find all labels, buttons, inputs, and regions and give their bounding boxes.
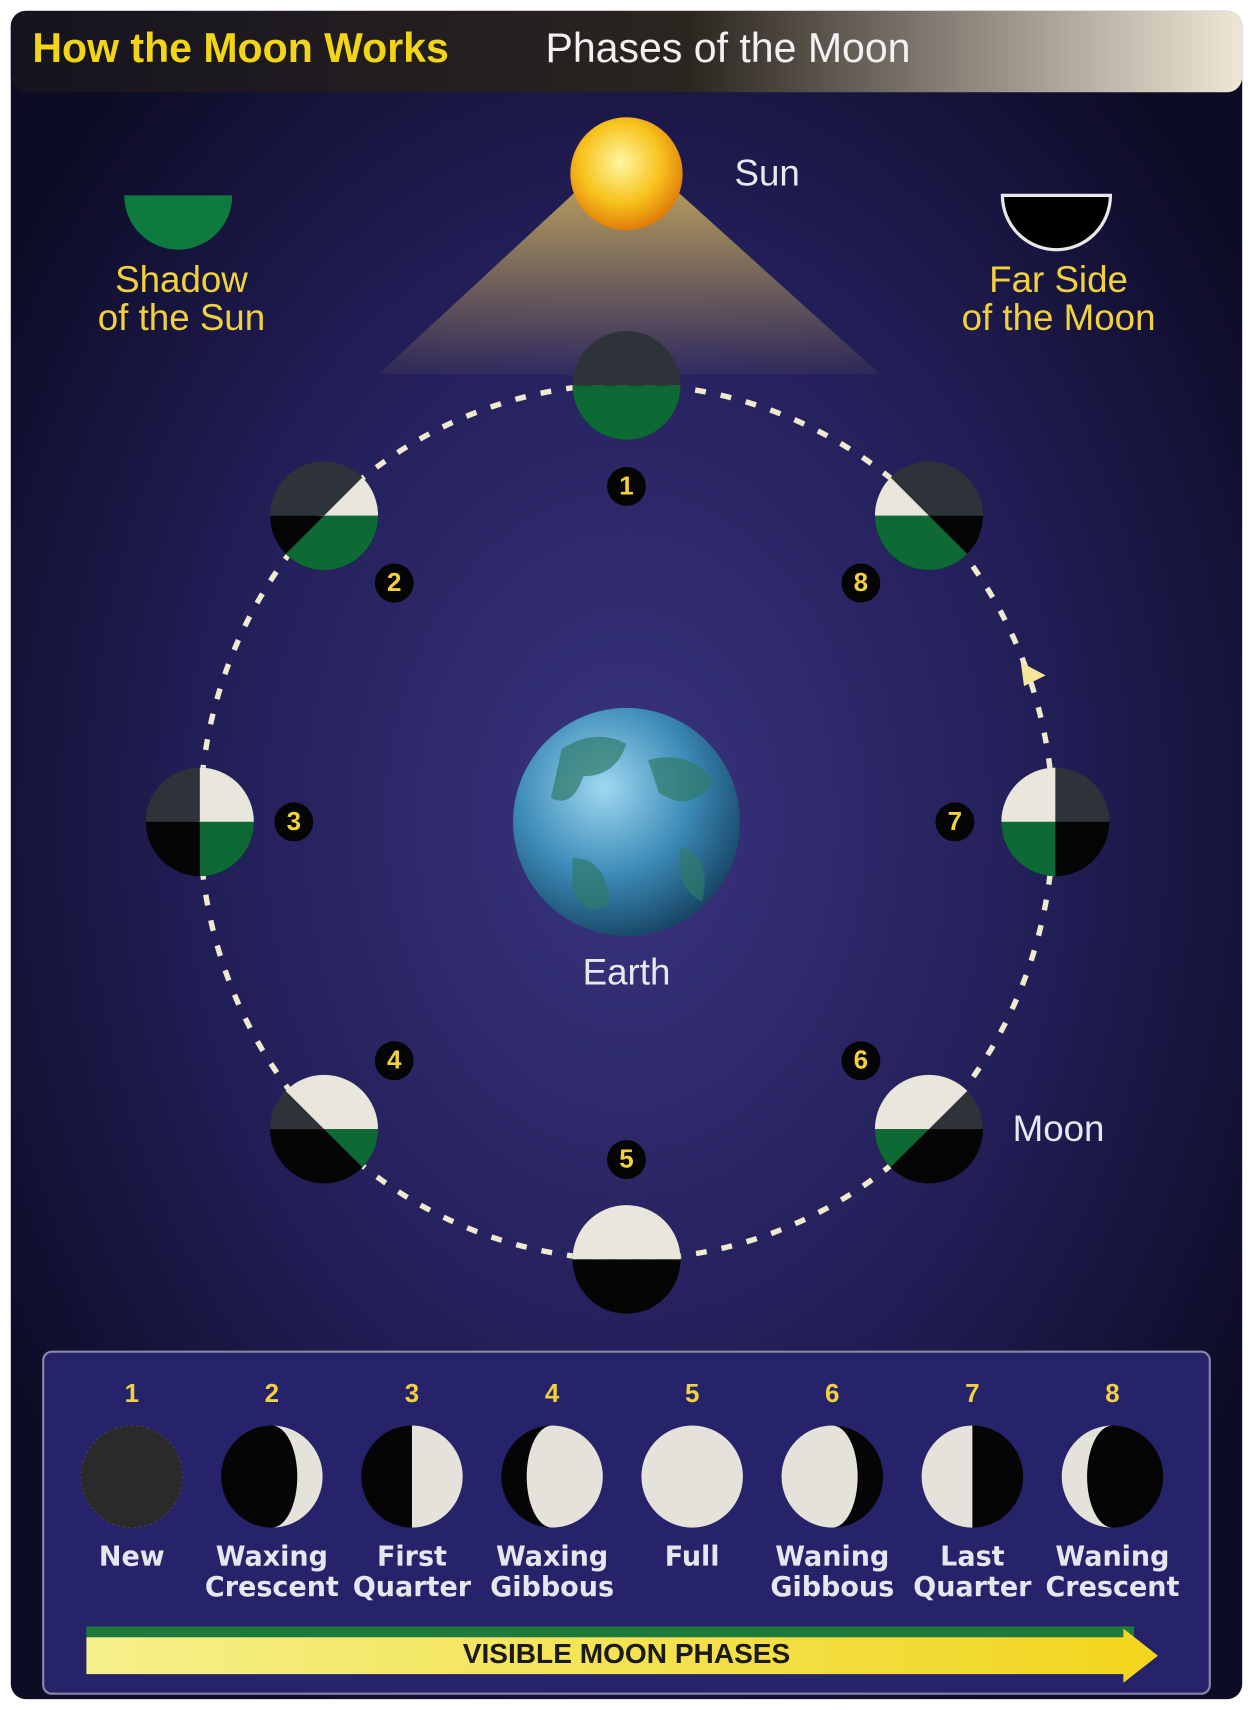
orbit-number: 7	[948, 806, 962, 836]
phase-number: 3	[405, 1378, 419, 1408]
phase-name: Waning	[1055, 1541, 1169, 1572]
title: How the Moon Works	[32, 25, 448, 71]
orbit-moon	[572, 331, 680, 440]
page: {"header": {"title": "How the Moon Works…	[0, 0, 1253, 1710]
banner-text: VISIBLE MOON PHASES	[463, 1638, 791, 1669]
phase-name: Waning	[775, 1541, 889, 1572]
phase-number: 4	[545, 1378, 560, 1408]
phase-name: Waxing	[216, 1541, 328, 1572]
earth	[513, 708, 740, 936]
phase-name: Waxing	[496, 1541, 608, 1572]
phase-name: Crescent	[1046, 1572, 1180, 1603]
phase-name: Full	[665, 1541, 720, 1572]
moon-label: Moon	[1013, 1108, 1105, 1149]
phase-number: 5	[685, 1378, 699, 1408]
orbit-number: 4	[387, 1045, 402, 1075]
phase-number: 6	[825, 1378, 839, 1408]
banner-band	[86, 1626, 1134, 1637]
orbit-number: 5	[619, 1143, 633, 1173]
orbit-moon	[270, 1075, 378, 1184]
orbit-moon	[875, 461, 983, 570]
far-side-label: Far Side	[989, 259, 1128, 300]
orbit-moon	[572, 1205, 680, 1314]
phase-number: 1	[125, 1378, 139, 1408]
shadow-label: of the Sun	[98, 297, 265, 338]
orbit-number: 8	[854, 567, 868, 597]
phase-moon	[81, 1426, 183, 1528]
phase-name: Gibbous	[770, 1572, 894, 1603]
orbit-number: 6	[854, 1045, 868, 1075]
phase-name: New	[99, 1541, 165, 1572]
phase-number: 7	[965, 1378, 979, 1408]
sun	[570, 117, 682, 230]
phase-number: 2	[265, 1378, 279, 1408]
phase-moon	[641, 1426, 743, 1528]
phase-name: Quarter	[353, 1572, 472, 1603]
orbit-moon	[146, 768, 254, 877]
orbit-moon	[1001, 768, 1109, 877]
orbit-moon	[875, 1075, 983, 1184]
shadow-label: Shadow	[115, 259, 248, 300]
subtitle: Phases of the Moon	[545, 25, 910, 71]
orbit-moon	[270, 461, 378, 570]
phase-name: Last	[940, 1541, 1004, 1572]
sun-label: Sun	[735, 153, 800, 194]
orbit-number: 2	[387, 567, 401, 597]
diagram: How the Moon Works Phases of the Moon Su…	[0, 0, 1253, 1710]
phase-number: 8	[1105, 1378, 1119, 1408]
far-side-label: of the Moon	[962, 297, 1156, 338]
orbit-number: 1	[619, 470, 633, 500]
phase-name: First	[377, 1541, 447, 1572]
phase-name: Gibbous	[490, 1572, 614, 1603]
phase-name: Quarter	[913, 1572, 1032, 1603]
phase-name: Crescent	[205, 1572, 339, 1603]
earth-label: Earth	[583, 952, 671, 993]
orbit-number: 3	[287, 806, 301, 836]
